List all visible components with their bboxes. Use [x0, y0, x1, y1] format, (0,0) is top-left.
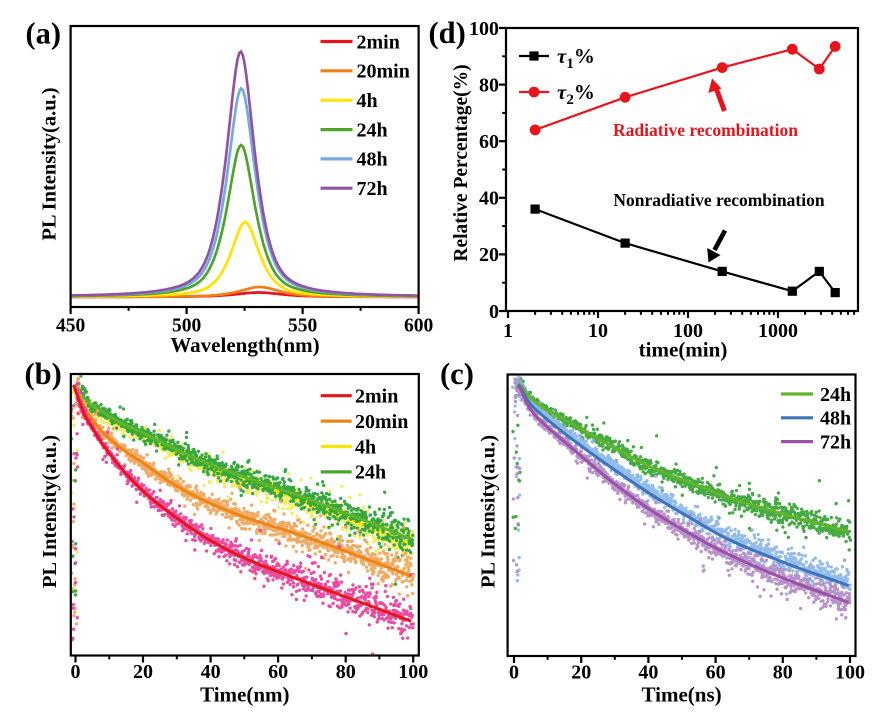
svg-text:80: 80 [336, 661, 356, 683]
svg-text:τ1%: τ1% [557, 44, 595, 72]
svg-text:20min: 20min [357, 61, 410, 83]
svg-text:40: 40 [638, 662, 658, 684]
svg-text:24h: 24h [357, 119, 388, 141]
svg-text:550: 550 [288, 316, 317, 337]
svg-text:0: 0 [489, 301, 499, 323]
svg-text:24h: 24h [355, 462, 386, 484]
svg-text:500: 500 [172, 316, 201, 337]
svg-text:time(min): time(min) [639, 338, 728, 362]
svg-text:Wavelength(nm): Wavelength(nm) [170, 333, 319, 357]
svg-text:Time(ns): Time(ns) [642, 683, 722, 707]
svg-text:100: 100 [398, 661, 428, 683]
svg-text:24h: 24h [820, 384, 851, 406]
svg-text:600: 600 [404, 316, 433, 337]
svg-text:Time(nm): Time(nm) [200, 683, 289, 707]
svg-text:100: 100 [673, 320, 703, 342]
svg-text:2min: 2min [357, 31, 400, 53]
svg-text:2min: 2min [355, 386, 398, 408]
svg-text:PL Intensity(a.u.): PL Intensity(a.u.) [478, 435, 500, 588]
svg-text:4h: 4h [357, 90, 378, 112]
svg-text:0: 0 [509, 662, 519, 684]
svg-text:(d): (d) [429, 16, 466, 50]
svg-text:0: 0 [71, 661, 81, 683]
svg-text:Nonradiative recombination: Nonradiative recombination [613, 190, 824, 210]
svg-text:40: 40 [479, 188, 499, 210]
svg-text:60: 60 [479, 131, 499, 153]
svg-text:40: 40 [201, 661, 221, 683]
svg-text:Relative Percentage(%): Relative Percentage(%) [451, 64, 472, 261]
svg-text:72h: 72h [820, 431, 851, 453]
svg-text:48h: 48h [357, 149, 388, 171]
svg-text:20: 20 [479, 244, 499, 266]
svg-text:80: 80 [773, 662, 793, 684]
svg-text:4h: 4h [355, 436, 376, 458]
svg-text:100: 100 [469, 18, 499, 40]
svg-text:450: 450 [56, 316, 85, 337]
svg-text:48h: 48h [820, 408, 851, 430]
svg-text:72h: 72h [357, 178, 388, 200]
svg-text:τ2%: τ2% [557, 80, 595, 108]
svg-text:60: 60 [706, 662, 726, 684]
svg-text:60: 60 [268, 661, 288, 683]
svg-text:PL Intensity(a.u.): PL Intensity(a.u.) [39, 435, 61, 588]
svg-text:1: 1 [503, 320, 513, 342]
svg-text:1000: 1000 [758, 320, 798, 342]
svg-text:20: 20 [133, 661, 153, 683]
svg-text:PL Intensity(a.u.): PL Intensity(a.u.) [39, 87, 61, 240]
svg-text:20min: 20min [355, 411, 408, 433]
svg-text:Radiative recombination: Radiative recombination [613, 120, 798, 140]
svg-text:80: 80 [479, 74, 499, 96]
svg-text:(c): (c) [440, 357, 474, 391]
svg-text:(b): (b) [25, 357, 62, 391]
svg-text:20: 20 [571, 662, 591, 684]
svg-text:100: 100 [835, 662, 865, 684]
svg-text:10: 10 [588, 320, 608, 342]
svg-text:(a): (a) [26, 17, 62, 51]
